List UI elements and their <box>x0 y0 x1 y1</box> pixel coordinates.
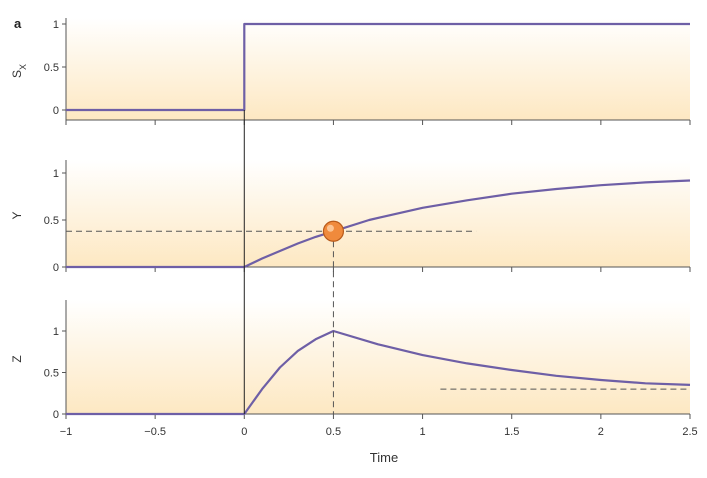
z-y-tick-label: 0.5 <box>44 368 59 380</box>
z-x-tick-label: 0 <box>241 426 247 438</box>
z-x-tick-label: 2 <box>598 426 604 438</box>
sx-y-tick-label: 0 <box>53 105 59 117</box>
y-y-tick-label: 1 <box>53 168 59 180</box>
z-x-tick-label: −1 <box>60 426 73 438</box>
z-x-tick-label: 0.5 <box>326 426 341 438</box>
panel-y-series <box>66 179 691 269</box>
z-x-tick-label: −0.5 <box>144 426 166 438</box>
sx-y-tick-label: 1 <box>53 19 59 31</box>
threshold-crossing-marker <box>322 220 345 242</box>
panel-sx-series <box>66 22 690 112</box>
y-y-tick-label: 0.5 <box>44 215 59 227</box>
z-x-tick-label: 1.5 <box>504 426 519 438</box>
panel-label: a <box>14 16 22 31</box>
panel-y-y-label: Y <box>10 211 24 219</box>
panel-sx-y-label-subscript: X <box>18 64 28 70</box>
z-y-tick-label: 0 <box>53 409 59 421</box>
panel-z: 0 0.5 1 −1 −0.5 0 0.5 1 1.5 2 2.5 Z Time <box>10 300 698 465</box>
panel-sx: 00.51 SX <box>10 18 691 125</box>
sx-y-tick-label: 0.5 <box>44 62 59 74</box>
panel-z-series <box>66 329 691 416</box>
panel-z-y-label: Z <box>10 355 24 362</box>
y-series-line <box>66 179 691 269</box>
sx-series-line <box>66 22 690 112</box>
panel-sx-background <box>66 18 690 120</box>
panel-sx-axes: 00.51 <box>44 18 691 125</box>
y-y-tick-label: 0 <box>53 262 59 274</box>
cross-panel-overlay <box>243 110 345 414</box>
z-x-tick-label: 2.5 <box>682 426 697 438</box>
marker-highlight <box>326 224 334 232</box>
panel-z-axes: 0 0.5 1 −1 −0.5 0 0.5 1 1.5 2 2.5 <box>44 300 698 438</box>
z-x-tick-label: 1 <box>420 426 426 438</box>
z-y-tick-label: 1 <box>53 326 59 338</box>
panel-y-background <box>66 160 690 267</box>
panel-sx-y-label-main: S <box>10 70 24 78</box>
panel-z-background <box>66 300 690 414</box>
panel-sx-y-label: SX <box>10 64 28 78</box>
x-axis-title: Time <box>370 450 398 465</box>
panel-y: 0 0.5 1 Y <box>10 160 691 274</box>
z-series-line <box>66 329 691 416</box>
